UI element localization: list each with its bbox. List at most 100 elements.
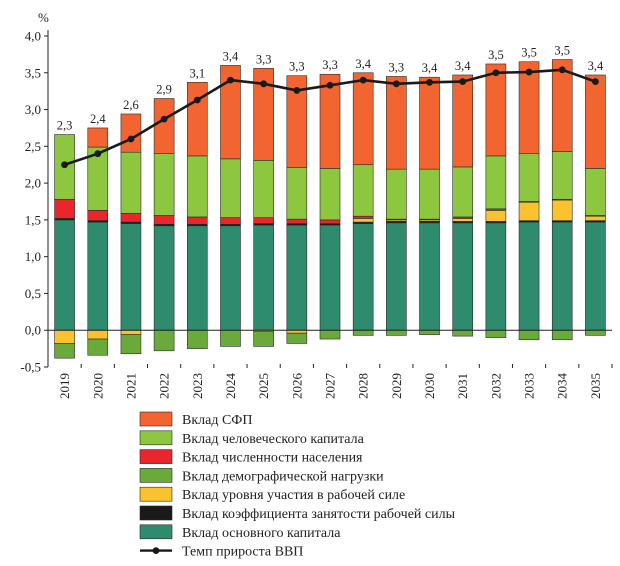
y-tick-label: 0,0 (25, 323, 41, 338)
bar-segment (485, 329, 507, 338)
bar-total-label: 3,4 (422, 61, 438, 75)
bar-segment (253, 68, 274, 161)
bar-segment (585, 215, 606, 221)
bar-segment (153, 98, 175, 154)
gdp-growth-point (326, 81, 334, 89)
gdp-growth-point (525, 68, 533, 76)
bar-segment (518, 221, 540, 331)
bar-segment (386, 222, 407, 331)
x-tick-label: 2028 (356, 373, 371, 399)
legend-label: Вклад уровня участия в рабочей силе (182, 488, 405, 503)
y-tick-label: 1,0 (25, 249, 41, 264)
bar-segment (386, 76, 407, 170)
bar-segment (485, 210, 507, 222)
bar-segment (286, 218, 308, 224)
bar-top-labels: 2,3 2,4 2,6 2,9 3,1 3,4 3,3 3,3 3,3 3,4 3,3 3,4 3,4 3… (57, 44, 604, 133)
bar-segment (352, 164, 374, 217)
bar-segment (551, 329, 573, 341)
legend-label: Вклад человеческого капитала (182, 432, 365, 447)
x-tick-label: 2030 (422, 373, 437, 399)
bar-segment (386, 168, 407, 220)
bar-segment (253, 331, 274, 347)
bar-segment (120, 113, 142, 153)
bar-segment (186, 329, 208, 349)
x-tick-label: 2020 (90, 373, 105, 399)
gdp-line-layer (61, 66, 599, 169)
x-tick-label: 2023 (190, 373, 205, 399)
legend-swatch (139, 449, 173, 464)
x-tick-label: 2024 (223, 373, 238, 400)
bar-segment (518, 329, 540, 341)
x-tick-label: 2033 (522, 373, 537, 399)
bar-segment (352, 218, 374, 223)
bar-segment (54, 329, 75, 344)
y-unit-label: % (38, 10, 49, 25)
bar-segment (452, 222, 474, 331)
gdp-growth-point (426, 78, 433, 86)
bar-segment (585, 168, 606, 216)
y-tick-label: 2,5 (25, 139, 41, 154)
bar-total-label: 3,4 (355, 57, 371, 71)
legend-label: Вклад численности населения (182, 451, 363, 466)
bar-segment (485, 63, 507, 157)
bar-segment (153, 225, 175, 331)
gdp-growth-point (94, 150, 102, 158)
gdp-growth-point (359, 76, 367, 84)
bar-segment (186, 216, 208, 225)
x-tick-label: 2022 (157, 373, 172, 399)
legend: Вклад СФП Вклад человеческого капитала Вкл… (139, 411, 456, 560)
bar-segment (186, 82, 208, 157)
bar-segment (120, 223, 142, 331)
legend-label: Вклад СФП (182, 413, 252, 428)
bar-total-label: 3,3 (256, 52, 272, 66)
bar-segment (87, 338, 109, 356)
bar-segment (452, 74, 474, 168)
bar-segment (419, 168, 440, 220)
x-tick-label: 2035 (588, 373, 603, 399)
gdp-growth-point (293, 87, 301, 94)
gdp-growth-point (127, 135, 135, 143)
bar-segment (87, 210, 109, 221)
x-tick-label: 2029 (389, 373, 404, 399)
bar-segment (87, 329, 109, 340)
bar-segment (352, 215, 374, 219)
bar-segment (319, 219, 341, 224)
bar-segment (585, 329, 606, 336)
bar-segment (220, 329, 241, 347)
x-axis: 2019 2020 2021 2022 2023 2024 2025 2026 2027 2028… (57, 364, 613, 400)
bar-segment (186, 155, 208, 218)
bar-segment (120, 151, 142, 214)
bar-segment (120, 334, 142, 355)
bar-segment (153, 329, 175, 352)
y-tick-label: 3,0 (25, 102, 41, 117)
legend-swatch (139, 411, 173, 427)
gdp-growth-point (260, 80, 268, 88)
legend-swatch (139, 505, 173, 521)
bar-segment (54, 219, 75, 331)
bar-total-label: 2,3 (57, 119, 73, 133)
legend-swatch (139, 486, 173, 502)
bar-segment (220, 225, 241, 331)
x-tick-label: 2025 (256, 373, 271, 399)
bar-segment (551, 221, 573, 331)
bar-segment (286, 224, 308, 331)
bar-total-label: 3,3 (322, 58, 338, 72)
bar-segment (54, 198, 75, 219)
gdp-growth-point (61, 161, 68, 169)
bar-segment (153, 153, 175, 216)
legend-label: Вклад коэффициента занятости рабочей сил… (182, 507, 456, 522)
bar-total-label: 3,1 (189, 66, 205, 80)
y-tick-label: -0,5 (20, 360, 41, 375)
gdp-growth-point (492, 69, 500, 77)
bar-segment (352, 223, 374, 331)
bar-segment (485, 155, 507, 210)
bar-segment (518, 201, 540, 221)
bar-segment (220, 217, 241, 225)
bar-segment (120, 329, 142, 335)
bar-segment (419, 329, 440, 335)
gdp-growth-point (459, 78, 467, 86)
bar-segment (253, 224, 274, 331)
legend-label: Вклад основного капитала (182, 526, 341, 541)
bar-segment (319, 329, 341, 340)
